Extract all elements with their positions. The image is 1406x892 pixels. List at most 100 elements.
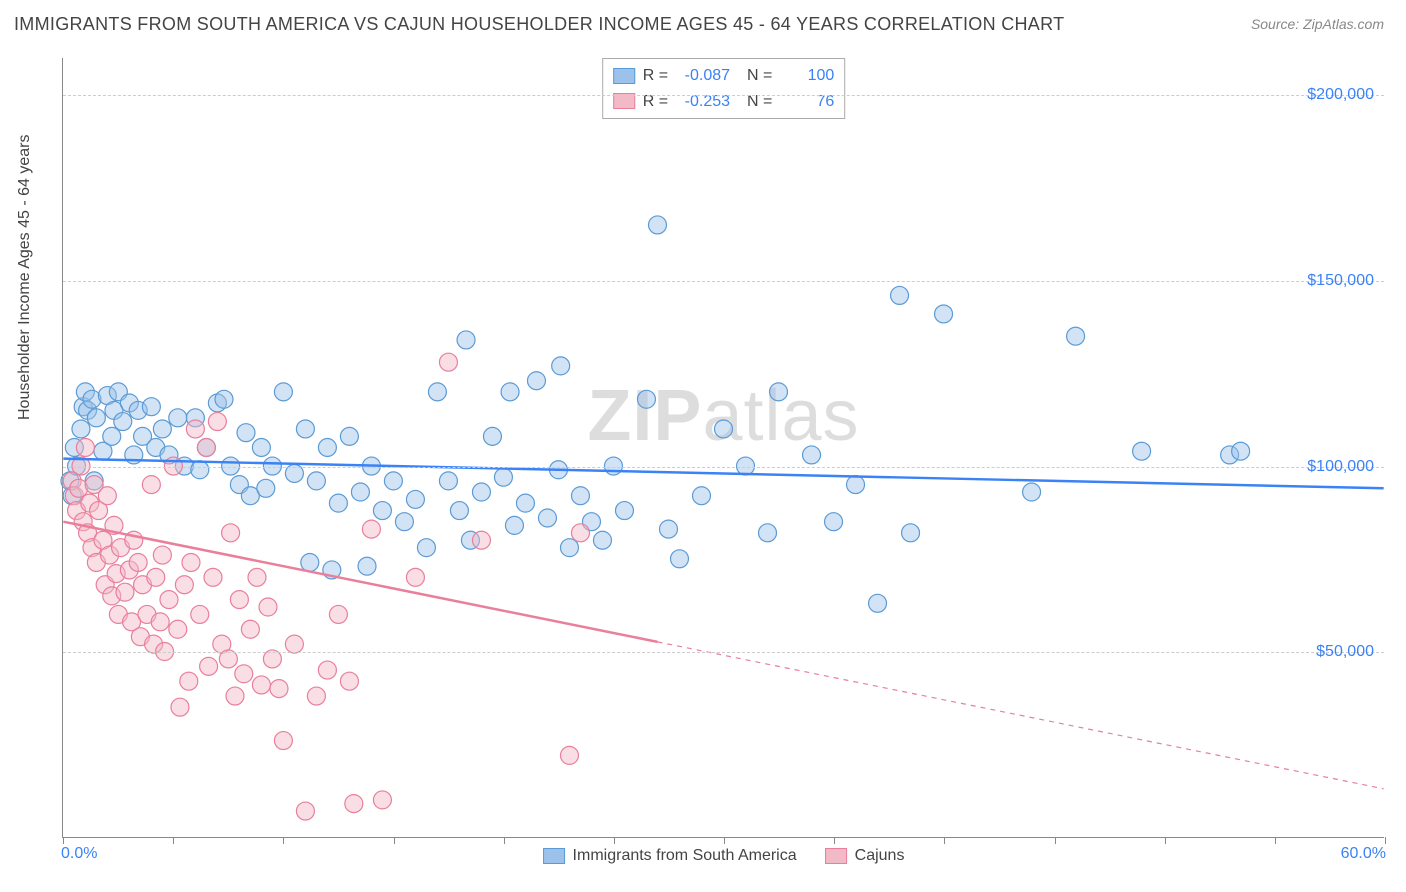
x-tick	[283, 837, 284, 844]
scatter-point	[637, 390, 655, 408]
scatter-point	[76, 439, 94, 457]
scatter-point	[87, 409, 105, 427]
scatter-point	[329, 605, 347, 623]
scatter-point	[257, 479, 275, 497]
x-tick	[614, 837, 615, 844]
scatter-point	[129, 554, 147, 572]
scatter-point	[340, 672, 358, 690]
scatter-point	[1133, 442, 1151, 460]
scatter-point	[373, 791, 391, 809]
scatter-point	[169, 409, 187, 427]
scatter-point	[237, 424, 255, 442]
legend-r-label: R =	[643, 63, 668, 89]
x-tick	[1275, 837, 1276, 844]
scatter-point	[494, 468, 512, 486]
scatter-point	[180, 672, 198, 690]
scatter-point	[329, 494, 347, 512]
legend-n-value: 100	[780, 63, 834, 89]
scatter-point	[153, 546, 171, 564]
scatter-point	[693, 487, 711, 505]
scatter-point	[270, 680, 288, 698]
chart-title: IMMIGRANTS FROM SOUTH AMERICA VS CAJUN H…	[14, 14, 1064, 35]
y-tick-label: $200,000	[1307, 86, 1374, 104]
scatter-point	[891, 286, 909, 304]
scatter-point	[457, 331, 475, 349]
scatter-point	[307, 472, 325, 490]
scatter-point	[472, 531, 490, 549]
scatter-point	[439, 472, 457, 490]
scatter-point	[274, 383, 292, 401]
scatter-point	[505, 516, 523, 534]
scatter-point	[384, 472, 402, 490]
scatter-point	[191, 461, 209, 479]
scatter-point	[527, 372, 545, 390]
scatter-point	[142, 398, 160, 416]
scatter-point	[825, 513, 843, 531]
y-tick-label: $150,000	[1307, 272, 1374, 290]
y-tick-label: $100,000	[1307, 458, 1374, 476]
scatter-point	[715, 420, 733, 438]
legend-swatch	[543, 848, 565, 864]
scatter-point	[142, 476, 160, 494]
legend-n-label: N =	[738, 89, 772, 115]
scatter-point	[472, 483, 490, 501]
scatter-point	[186, 420, 204, 438]
x-tick	[1165, 837, 1166, 844]
legend-swatch	[825, 848, 847, 864]
scatter-point	[259, 598, 277, 616]
scatter-point	[373, 502, 391, 520]
scatter-point	[197, 439, 215, 457]
scatter-point	[1232, 442, 1250, 460]
x-tick	[724, 837, 725, 844]
scatter-point	[296, 420, 314, 438]
legend-n-value: 76	[780, 89, 834, 115]
scatter-point	[935, 305, 953, 323]
scatter-point	[659, 520, 677, 538]
scatter-point	[98, 487, 116, 505]
scatter-point	[345, 795, 363, 813]
scatter-point	[274, 732, 292, 750]
legend-r-value: -0.253	[676, 89, 730, 115]
scatter-point	[803, 446, 821, 464]
scatter-point	[869, 594, 887, 612]
y-axis-label: Householder Income Ages 45 - 64 years	[16, 135, 34, 421]
scatter-point	[252, 439, 270, 457]
scatter-point	[571, 487, 589, 505]
correlation-legend: R = -0.087 N = 100R = -0.253 N = 76	[602, 58, 846, 119]
scatter-point	[151, 613, 169, 631]
x-tick	[504, 837, 505, 844]
scatter-point	[182, 554, 200, 572]
legend-r-value: -0.087	[676, 63, 730, 89]
scatter-point	[406, 490, 424, 508]
scatter-point	[215, 390, 233, 408]
chart-plot-area: ZIPatlas R =-0.087 N =100R =-0.253 N =76…	[62, 58, 1384, 838]
legend-r-label: R =	[643, 89, 668, 115]
scatter-point	[847, 476, 865, 494]
gridline-h	[63, 652, 1384, 653]
scatter-point	[593, 531, 611, 549]
scatter-point	[615, 502, 633, 520]
scatter-point	[252, 676, 270, 694]
scatter-point	[296, 802, 314, 820]
legend-series-label: Immigrants from South America	[573, 847, 797, 865]
scatter-point	[902, 524, 920, 542]
scatter-point	[153, 420, 171, 438]
scatter-point	[538, 509, 556, 527]
scatter-point	[439, 353, 457, 371]
x-tick	[173, 837, 174, 844]
scatter-point	[285, 635, 303, 653]
scatter-point	[516, 494, 534, 512]
scatter-point	[114, 413, 132, 431]
scatter-point	[417, 539, 435, 557]
scatter-point	[770, 383, 788, 401]
series-legend: Immigrants from South AmericaCajuns	[543, 847, 905, 865]
scatter-point	[204, 568, 222, 586]
scatter-point	[72, 420, 90, 438]
x-tick	[63, 837, 64, 844]
scatter-point	[351, 483, 369, 501]
scatter-point	[358, 557, 376, 575]
scatter-point	[191, 605, 209, 623]
scatter-point	[395, 513, 413, 531]
legend-item: Immigrants from South America	[543, 847, 797, 865]
legend-stat-row: R = -0.253 N = 76	[613, 89, 835, 115]
